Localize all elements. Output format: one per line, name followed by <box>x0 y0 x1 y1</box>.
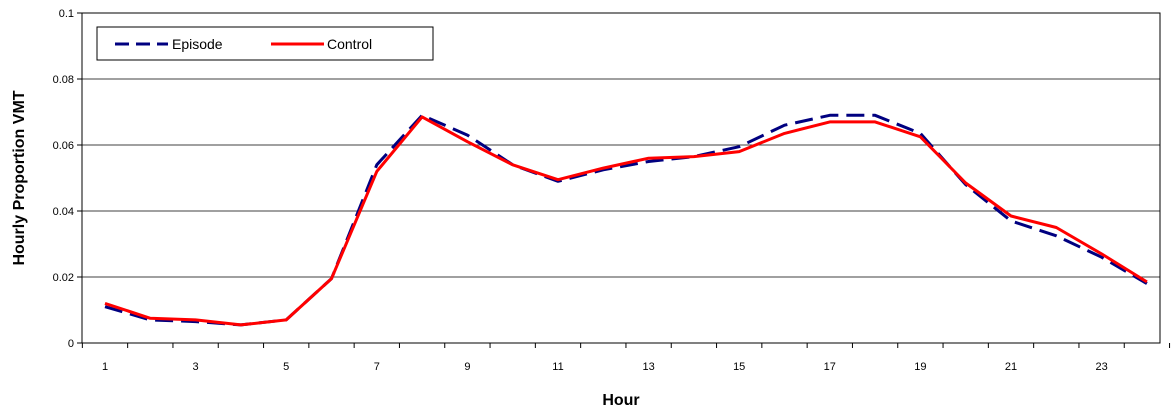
x-tick-label: 23 <box>1095 361 1107 373</box>
y-tick-label: 0.08 <box>53 74 74 86</box>
legend-box <box>96 26 434 61</box>
y-tick-label: 0.02 <box>53 272 74 284</box>
x-tick-label: 19 <box>914 361 926 373</box>
x-tick-label: 21 <box>1005 361 1017 373</box>
y-tick-label: 0.1 <box>59 8 74 20</box>
series-line-episode <box>104 113 1148 327</box>
y-axis-title: Hourly Proportion VMT <box>11 90 28 265</box>
x-tick-label: 1 <box>102 361 108 373</box>
x-axis-title: Hour <box>602 392 639 409</box>
x-tick-label: 5 <box>283 361 289 373</box>
legend-label-control: Control <box>327 36 372 52</box>
plot-area <box>81 12 1161 344</box>
legend: Episode Control <box>96 26 434 61</box>
x-tick-label: 15 <box>733 361 745 373</box>
x-tick-label: 17 <box>824 361 836 373</box>
x-tick-label: 3 <box>193 361 199 373</box>
x-tick-label: 11 <box>552 361 563 373</box>
x-tick-label: 9 <box>464 361 470 373</box>
y-tick-label: 0.06 <box>53 140 74 152</box>
series-line-control <box>104 115 1148 327</box>
y-tick-label: 0.04 <box>53 206 74 218</box>
y-tick-label: 0 <box>68 338 74 350</box>
legend-label-episode: Episode <box>172 36 223 52</box>
x-tick-label: 13 <box>642 361 654 373</box>
axis-ticks: 00.020.040.060.080.11 3 5 7 9 11 13 15 17 19 21 23 <box>53 8 1171 373</box>
series-lines <box>104 113 1148 327</box>
gridlines <box>82 78 1160 278</box>
x-tick-label: 7 <box>374 361 380 373</box>
